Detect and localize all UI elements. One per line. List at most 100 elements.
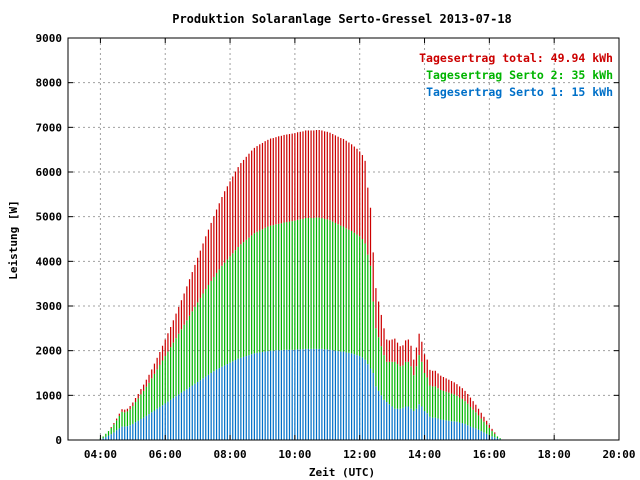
bar-segment-2 bbox=[291, 133, 293, 222]
bar-segment-1 bbox=[172, 342, 174, 399]
x-tick-label: 08:00 bbox=[213, 448, 246, 461]
bar-segment-0 bbox=[296, 349, 299, 440]
bar-segment-1 bbox=[197, 302, 199, 382]
bar-segment-1 bbox=[407, 361, 409, 407]
bar-segment-2 bbox=[405, 340, 407, 362]
bar-segment-1 bbox=[442, 390, 445, 420]
plot-frame bbox=[67, 37, 620, 441]
bar-segment-2 bbox=[251, 150, 253, 236]
bar-segment-2 bbox=[213, 216, 215, 277]
bar-segment-2 bbox=[286, 134, 288, 223]
bar-segment-1 bbox=[229, 256, 231, 363]
bar-segment-0 bbox=[380, 395, 382, 440]
bar-segment-2 bbox=[221, 197, 223, 266]
bar-segment-2 bbox=[486, 420, 488, 425]
chart-title: Produktion Solaranlage Serto-Gressel 201… bbox=[172, 12, 512, 26]
bar-segment-0 bbox=[402, 407, 404, 440]
bar-segment-0 bbox=[364, 359, 366, 440]
bar-segment-1 bbox=[221, 265, 223, 367]
bar-segment-0 bbox=[475, 428, 477, 440]
bar-segment-2 bbox=[275, 137, 277, 225]
bar-segment-2 bbox=[191, 272, 193, 312]
bar-segment-0 bbox=[113, 432, 115, 440]
bar-segment-0 bbox=[205, 376, 207, 440]
bar-segment-2 bbox=[445, 378, 447, 392]
bar-segment-0 bbox=[442, 419, 445, 440]
bar-segment-2 bbox=[380, 314, 382, 347]
bar-segment-1 bbox=[145, 386, 147, 416]
bar-segment-2 bbox=[296, 132, 299, 220]
bar-segment-1 bbox=[337, 224, 339, 352]
bar-segment-2 bbox=[215, 209, 218, 273]
bar-segment-1 bbox=[378, 337, 380, 391]
bar-segment-2 bbox=[113, 423, 115, 425]
bar-segment-0 bbox=[418, 404, 420, 440]
bar-segment-1 bbox=[118, 415, 120, 429]
bar-segment-0 bbox=[194, 383, 196, 440]
bar-segment-1 bbox=[126, 411, 129, 427]
bar-segment-2 bbox=[407, 339, 409, 362]
bar-segment-1 bbox=[364, 243, 366, 360]
bar-segment-1 bbox=[334, 222, 337, 351]
bar-segment-1 bbox=[396, 364, 399, 409]
bar-segment-0 bbox=[167, 401, 169, 440]
bar-segment-1 bbox=[296, 219, 299, 350]
legend-entry-2: Tagesertrag Serto 1: 15 kWh bbox=[426, 85, 613, 99]
bar-segment-1 bbox=[248, 237, 250, 356]
bar-segment-0 bbox=[413, 410, 415, 440]
bar-segment-2 bbox=[226, 186, 228, 260]
bar-segment-1 bbox=[143, 390, 145, 418]
bar-segment-1 bbox=[426, 377, 428, 414]
bar-segment-1 bbox=[450, 393, 453, 422]
bar-segment-2 bbox=[342, 138, 345, 227]
bar-segment-1 bbox=[259, 230, 261, 353]
bar-segment-0 bbox=[102, 438, 104, 440]
bar-segment-0 bbox=[143, 417, 145, 440]
bar-segment-0 bbox=[421, 406, 423, 440]
bar-segment-1 bbox=[137, 398, 139, 421]
bar-segment-1 bbox=[105, 433, 107, 437]
bar-segment-0 bbox=[221, 366, 223, 440]
x-axis-label: Zeit (UTC) bbox=[309, 466, 375, 479]
bar-segment-0 bbox=[183, 390, 185, 440]
bar-segment-0 bbox=[323, 349, 326, 440]
bar-segment-0 bbox=[340, 351, 342, 440]
bar-segment-0 bbox=[353, 354, 355, 440]
bar-segment-2 bbox=[240, 163, 242, 245]
bar-segment-1 bbox=[251, 235, 253, 355]
bar-segment-1 bbox=[356, 234, 358, 356]
bar-segment-0 bbox=[453, 421, 455, 440]
bar-segment-2 bbox=[386, 339, 388, 362]
y-tick-label: 9000 bbox=[36, 32, 63, 45]
bar-segment-0 bbox=[302, 349, 304, 440]
bar-segment-0 bbox=[151, 412, 153, 440]
bar-segment-0 bbox=[116, 430, 118, 440]
bar-segment-2 bbox=[186, 286, 188, 321]
bar-segment-1 bbox=[202, 293, 204, 379]
bar-segment-1 bbox=[472, 409, 474, 428]
bar-segment-0 bbox=[188, 387, 191, 440]
bar-segment-0 bbox=[105, 436, 107, 440]
bar-segment-0 bbox=[215, 369, 218, 440]
y-axis: 0 1000 2000 3000 4000 5000 6000 7000 8000 9000 bbox=[36, 32, 619, 447]
bar-segment-1 bbox=[151, 378, 153, 413]
bar-segment-1 bbox=[186, 320, 188, 390]
bar-segment-1 bbox=[113, 424, 115, 433]
bar-segment-0 bbox=[359, 356, 361, 440]
bar-segment-1 bbox=[140, 394, 142, 420]
bar-segment-0 bbox=[405, 406, 407, 440]
bar-segment-2 bbox=[178, 306, 180, 334]
bar-segment-0 bbox=[467, 425, 469, 440]
bar-segment-1 bbox=[467, 403, 469, 426]
bar-segment-0 bbox=[275, 350, 277, 440]
bar-segment-0 bbox=[278, 350, 280, 440]
bar-segment-2 bbox=[261, 142, 264, 230]
bar-segment-0 bbox=[361, 357, 364, 440]
bar-segment-1 bbox=[294, 220, 296, 350]
bar-segment-1 bbox=[477, 415, 480, 430]
bar-segment-1 bbox=[491, 431, 493, 437]
bar-segment-1 bbox=[156, 369, 158, 409]
bar-segment-0 bbox=[429, 416, 431, 440]
bar-segment-0 bbox=[199, 380, 201, 440]
x-tick-label: 16:00 bbox=[473, 448, 506, 461]
